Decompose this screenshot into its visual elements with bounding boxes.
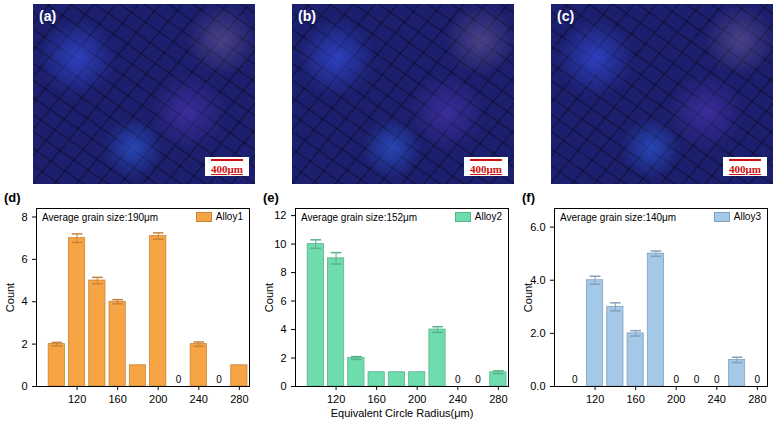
svg-text:10: 10	[274, 238, 286, 250]
svg-text:8: 8	[21, 210, 27, 222]
svg-text:160: 160	[626, 393, 644, 405]
html-text:400μm: 400μm	[211, 163, 243, 175]
svg-text:120: 120	[586, 393, 604, 405]
html-text:Alloy1: Alloy1	[215, 211, 243, 222]
svg-text:6.0: 6.0	[530, 221, 545, 233]
svg-text:4: 4	[280, 323, 286, 335]
svg-text:200: 200	[667, 393, 685, 405]
svg-text:0: 0	[673, 374, 679, 385]
svg-text:0.0: 0.0	[530, 380, 545, 392]
svg-text:280: 280	[230, 393, 248, 405]
html-text:(e): (e)	[263, 190, 279, 205]
svg-text:160: 160	[108, 393, 126, 405]
svg-text:280: 280	[489, 393, 507, 405]
svg-text:200: 200	[149, 393, 167, 405]
html-text:(d): (d)	[4, 190, 21, 205]
svg-text:280: 280	[748, 393, 766, 405]
svg-text:0: 0	[755, 374, 761, 385]
svg-text:200: 200	[408, 393, 426, 405]
svg-text:0: 0	[176, 374, 182, 385]
html-text:Average grain size:140μm: Average grain size:140μm	[560, 212, 677, 223]
svg-text:2: 2	[21, 338, 27, 350]
html-text:(c): (c)	[557, 8, 575, 24]
html-text:Alloy2: Alloy2	[474, 211, 502, 222]
svg-text:240: 240	[190, 393, 208, 405]
svg-text:Equivalent Circle Radius(μm): Equivalent Circle Radius(μm)	[331, 407, 474, 419]
html-text:(b): (b)	[298, 8, 316, 24]
html-text:(f): (f)	[522, 190, 535, 205]
svg-text:0: 0	[455, 374, 461, 385]
svg-text:6: 6	[21, 253, 27, 265]
svg-text:Count: Count	[4, 283, 16, 312]
svg-text:0: 0	[21, 380, 27, 392]
svg-text:120: 120	[68, 393, 86, 405]
html-text:400μm: 400μm	[729, 163, 761, 175]
svg-text:6: 6	[280, 295, 286, 307]
svg-text:0: 0	[475, 374, 481, 385]
svg-text:Count: Count	[263, 283, 275, 312]
svg-text:0: 0	[572, 374, 578, 385]
svg-text:240: 240	[708, 393, 726, 405]
svg-text:0: 0	[714, 374, 720, 385]
html-text:Average grain size:190μm: Average grain size:190μm	[42, 212, 159, 223]
svg-text:0: 0	[280, 380, 286, 392]
svg-text:240: 240	[449, 393, 467, 405]
svg-text:2.0: 2.0	[530, 327, 545, 339]
html-text:Alloy3: Alloy3	[733, 211, 761, 222]
svg-text:2: 2	[280, 352, 286, 364]
svg-text:0: 0	[694, 374, 700, 385]
svg-text:4.0: 4.0	[530, 273, 546, 286]
html-text:Average grain size:152μm: Average grain size:152μm	[301, 212, 418, 223]
svg-text:120: 120	[327, 393, 345, 405]
svg-text:8: 8	[280, 266, 286, 278]
svg-text:0: 0	[216, 374, 222, 385]
html-text:400μm: 400μm	[470, 163, 502, 175]
svg-text:Count: Count	[522, 283, 534, 312]
svg-text:12: 12	[274, 209, 286, 221]
html-text:(a): (a)	[39, 8, 57, 24]
svg-text:4: 4	[21, 295, 27, 307]
svg-text:160: 160	[367, 393, 385, 405]
